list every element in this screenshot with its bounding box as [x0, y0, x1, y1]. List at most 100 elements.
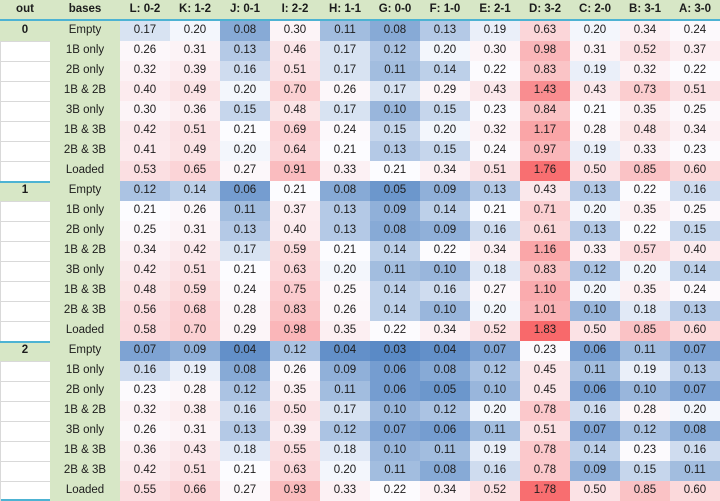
value-cell[interactable]: 0.10 [470, 381, 520, 401]
value-cell[interactable]: 0.40 [670, 241, 720, 261]
value-cell[interactable]: 0.07 [370, 421, 420, 441]
out-cell[interactable] [0, 401, 50, 421]
value-cell[interactable]: 0.64 [270, 141, 320, 161]
value-cell[interactable]: 0.15 [220, 101, 270, 121]
value-cell[interactable]: 0.10 [420, 261, 470, 281]
value-cell[interactable]: 0.10 [620, 381, 670, 401]
value-cell[interactable]: 0.11 [470, 421, 520, 441]
value-cell[interactable]: 0.16 [220, 401, 270, 421]
value-cell[interactable]: 0.22 [620, 221, 670, 241]
value-cell[interactable]: 0.15 [420, 141, 470, 161]
out-cell[interactable] [0, 161, 50, 181]
value-cell[interactable]: 0.26 [170, 201, 220, 221]
value-cell[interactable]: 0.63 [520, 21, 570, 41]
value-cell[interactable]: 0.57 [620, 241, 670, 261]
value-cell[interactable]: 0.42 [120, 121, 170, 141]
value-cell[interactable]: 1.01 [520, 301, 570, 321]
value-cell[interactable]: 0.21 [370, 161, 420, 181]
value-cell[interactable]: 0.59 [270, 241, 320, 261]
out-cell[interactable] [0, 81, 50, 101]
value-cell[interactable]: 0.34 [420, 481, 470, 501]
value-cell[interactable]: 0.25 [670, 201, 720, 221]
base-state-cell[interactable]: Empty [50, 181, 120, 201]
value-cell[interactable]: 0.09 [420, 181, 470, 201]
value-cell[interactable]: 0.23 [520, 341, 570, 361]
out-cell[interactable] [0, 221, 50, 241]
value-cell[interactable]: 0.12 [370, 41, 420, 61]
base-state-cell[interactable]: 1B only [50, 201, 120, 221]
value-cell[interactable]: 0.23 [620, 441, 670, 461]
value-cell[interactable]: 0.06 [370, 381, 420, 401]
value-cell[interactable]: 0.12 [220, 381, 270, 401]
value-cell[interactable]: 0.10 [420, 301, 470, 321]
value-cell[interactable]: 0.43 [170, 441, 220, 461]
value-cell[interactable]: 0.13 [420, 21, 470, 41]
value-cell[interactable]: 0.19 [570, 61, 620, 81]
value-cell[interactable]: 0.20 [170, 21, 220, 41]
value-cell[interactable]: 0.69 [270, 121, 320, 141]
value-cell[interactable]: 0.11 [570, 361, 620, 381]
value-cell[interactable]: 0.23 [670, 141, 720, 161]
value-cell[interactable]: 0.11 [420, 441, 470, 461]
value-cell[interactable]: 0.49 [170, 81, 220, 101]
value-cell[interactable]: 0.55 [270, 441, 320, 461]
value-cell[interactable]: 0.05 [420, 381, 470, 401]
value-cell[interactable]: 0.53 [120, 161, 170, 181]
value-cell[interactable]: 0.34 [670, 121, 720, 141]
value-cell[interactable]: 0.25 [320, 281, 370, 301]
out-cell[interactable] [0, 301, 50, 321]
value-cell[interactable]: 0.12 [270, 341, 320, 361]
value-cell[interactable]: 0.20 [670, 401, 720, 421]
value-cell[interactable]: 0.39 [270, 421, 320, 441]
value-cell[interactable]: 0.08 [220, 361, 270, 381]
value-cell[interactable]: 0.21 [120, 201, 170, 221]
value-cell[interactable]: 0.93 [270, 481, 320, 501]
value-cell[interactable]: 0.22 [670, 61, 720, 81]
value-cell[interactable]: 0.16 [670, 441, 720, 461]
value-cell[interactable]: 0.28 [220, 301, 270, 321]
value-cell[interactable]: 0.07 [670, 381, 720, 401]
base-state-cell[interactable]: Loaded [50, 481, 120, 501]
out-group-0-label[interactable]: 0 [0, 21, 50, 41]
value-cell[interactable]: 1.10 [520, 281, 570, 301]
value-cell[interactable]: 0.20 [570, 201, 620, 221]
value-cell[interactable]: 0.32 [120, 61, 170, 81]
value-cell[interactable]: 0.20 [320, 461, 370, 481]
value-cell[interactable]: 0.17 [220, 241, 270, 261]
value-cell[interactable]: 0.17 [120, 21, 170, 41]
value-cell[interactable]: 0.12 [620, 421, 670, 441]
value-cell[interactable]: 0.34 [120, 241, 170, 261]
value-cell[interactable]: 0.84 [520, 101, 570, 121]
value-cell[interactable]: 0.16 [220, 61, 270, 81]
out-cell[interactable] [0, 421, 50, 441]
value-cell[interactable]: 0.83 [520, 61, 570, 81]
value-cell[interactable]: 0.21 [320, 241, 370, 261]
value-cell[interactable]: 0.03 [370, 341, 420, 361]
column-header-g[interactable]: G: 0-0 [370, 0, 420, 21]
value-cell[interactable]: 0.41 [120, 141, 170, 161]
value-cell[interactable]: 0.35 [620, 281, 670, 301]
value-cell[interactable]: 0.85 [620, 161, 670, 181]
value-cell[interactable]: 0.32 [470, 121, 520, 141]
value-cell[interactable]: 0.17 [370, 81, 420, 101]
value-cell[interactable]: 0.51 [520, 421, 570, 441]
value-cell[interactable]: 0.08 [420, 461, 470, 481]
value-cell[interactable]: 0.09 [570, 461, 620, 481]
base-state-cell[interactable]: 3B only [50, 261, 120, 281]
value-cell[interactable]: 0.07 [670, 341, 720, 361]
value-cell[interactable]: 0.60 [670, 481, 720, 501]
bases-column-header[interactable]: bases [50, 0, 120, 21]
value-cell[interactable]: 0.51 [470, 161, 520, 181]
value-cell[interactable]: 0.15 [370, 121, 420, 141]
value-cell[interactable]: 0.61 [520, 221, 570, 241]
value-cell[interactable]: 0.98 [520, 41, 570, 61]
column-header-j[interactable]: J: 0-1 [220, 0, 270, 21]
value-cell[interactable]: 0.28 [620, 401, 670, 421]
value-cell[interactable]: 0.20 [220, 81, 270, 101]
value-cell[interactable]: 0.16 [570, 401, 620, 421]
column-header-i[interactable]: I: 2-2 [270, 0, 320, 21]
value-cell[interactable]: 0.04 [420, 341, 470, 361]
value-cell[interactable]: 0.51 [170, 261, 220, 281]
value-cell[interactable]: 0.51 [670, 81, 720, 101]
value-cell[interactable]: 0.10 [370, 441, 420, 461]
